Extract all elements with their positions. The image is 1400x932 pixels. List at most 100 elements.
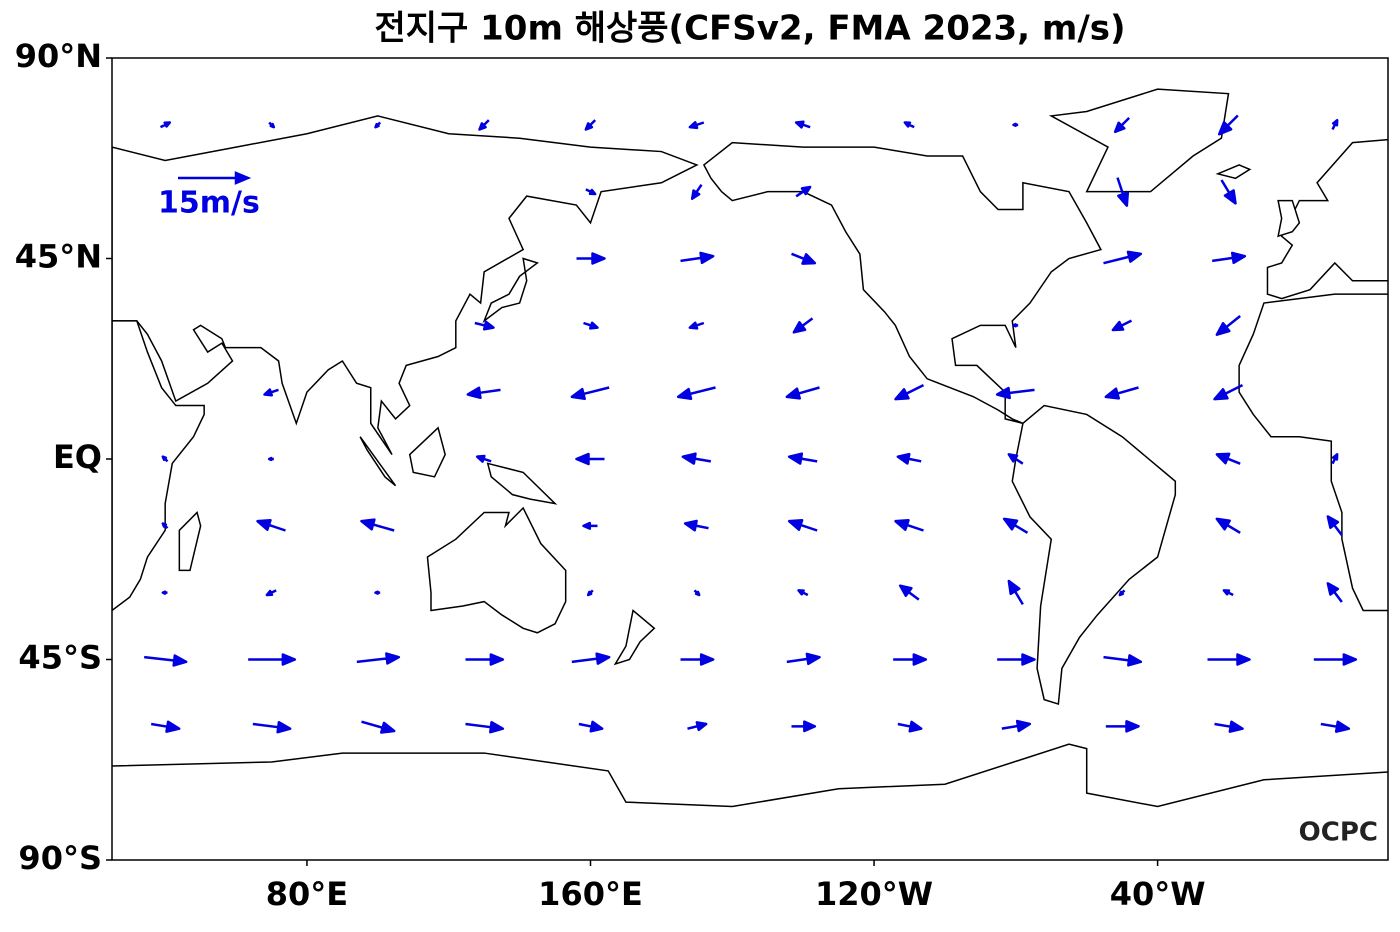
wind-arrow xyxy=(465,720,505,734)
wind-arrow xyxy=(995,386,1035,400)
wind-arrow xyxy=(894,384,925,401)
wind-arrow xyxy=(1331,118,1339,131)
wind-arrow xyxy=(690,183,703,200)
wind-arrow xyxy=(1331,453,1339,465)
wind-arrow xyxy=(1326,582,1343,603)
wind-arrow xyxy=(265,589,277,597)
wind-arrow xyxy=(894,518,924,532)
wind-arrow xyxy=(903,121,915,129)
new-guinea xyxy=(488,463,555,503)
wind-arrow xyxy=(1116,177,1130,207)
wind-arrow xyxy=(786,652,821,666)
wind-arrow xyxy=(1313,653,1358,666)
wind-arrow xyxy=(356,652,401,665)
wind-arrow xyxy=(997,653,1036,666)
wind-arrow xyxy=(474,320,495,331)
wind-arrow xyxy=(575,452,605,466)
wind-arrow xyxy=(252,720,292,734)
wind-arrow xyxy=(1215,452,1241,465)
madagascar xyxy=(179,512,200,570)
wind-arrow xyxy=(1215,315,1241,336)
reference-label: 15m/s xyxy=(158,186,260,221)
wind-arrow xyxy=(361,720,396,734)
x-tick-label: 120°W xyxy=(815,875,933,913)
wind-arrow xyxy=(1213,384,1244,401)
wind-arrow xyxy=(578,720,604,733)
greenland xyxy=(1051,89,1228,191)
wind-arrow xyxy=(248,653,297,666)
wind-arrow xyxy=(1103,654,1143,667)
wind-arrow xyxy=(465,653,505,666)
wind-arrows xyxy=(144,114,1358,734)
wind-arrow xyxy=(1012,122,1019,128)
wind-arrow xyxy=(1220,179,1237,205)
wind-arrow xyxy=(374,590,381,595)
borneo xyxy=(410,428,445,477)
wind-arrow xyxy=(676,386,716,401)
wind-arrow xyxy=(785,386,820,400)
wind-arrow xyxy=(1103,250,1143,265)
wind-arrow xyxy=(1222,589,1234,597)
wind-arrow xyxy=(898,584,920,601)
wind-arrow xyxy=(478,119,490,131)
wind-arrow xyxy=(683,519,709,532)
wind-arrow xyxy=(571,652,611,665)
wind-arrow xyxy=(688,321,705,330)
wind-arrow xyxy=(1326,515,1343,536)
y-tick-label: 90°S xyxy=(18,839,102,877)
x-tick-label: 80°E xyxy=(266,875,348,913)
australia xyxy=(427,508,565,633)
south-america xyxy=(1012,406,1175,705)
y-tick-label: EQ xyxy=(53,438,102,476)
wind-arrow xyxy=(475,454,492,463)
wind-arrow xyxy=(1217,114,1239,136)
britain xyxy=(1278,201,1299,237)
wind-arrow xyxy=(797,589,809,597)
wind-arrow xyxy=(1001,719,1032,733)
wind-arrow xyxy=(1105,720,1140,733)
wind-arrow xyxy=(787,452,818,465)
wind-arrow xyxy=(150,720,181,733)
iceland xyxy=(1218,165,1250,178)
wind-arrow xyxy=(791,252,817,265)
coastlines xyxy=(112,89,1388,860)
japan xyxy=(484,258,537,320)
wind-arrow xyxy=(687,721,708,732)
wind-arrow xyxy=(893,653,928,666)
wind-arrow xyxy=(263,388,279,397)
wind-arrow xyxy=(360,518,395,532)
x-tick-label: 40°W xyxy=(1110,875,1206,913)
wind-arrow xyxy=(161,522,169,530)
logo: OCPC xyxy=(1299,818,1378,848)
wind-arrow xyxy=(787,518,818,532)
wind-arrow xyxy=(897,720,923,733)
wind-arrow xyxy=(584,119,597,131)
wind-arrow xyxy=(896,452,922,465)
wind-arrow xyxy=(159,121,172,129)
y-tick-label: 90°N xyxy=(15,37,102,75)
wind-arrow xyxy=(374,121,382,129)
wind-arrow xyxy=(466,386,501,400)
wind-arrow xyxy=(1002,517,1029,534)
africa-west xyxy=(1239,294,1388,610)
wind-arrow xyxy=(1207,653,1251,666)
wind-arrow xyxy=(1215,517,1241,534)
wind-arrow xyxy=(1113,116,1131,134)
x-tick-label: 160°E xyxy=(538,875,643,913)
antarctica xyxy=(112,744,1388,860)
reference-arrow xyxy=(178,171,252,185)
wind-arrow xyxy=(688,121,705,130)
wind-arrow xyxy=(1111,319,1133,332)
wind-arrow xyxy=(795,185,812,198)
wind-arrow xyxy=(1211,251,1247,265)
new-zealand xyxy=(615,610,654,663)
wind-arrow xyxy=(1104,386,1139,400)
wind-arrow xyxy=(582,521,598,530)
map-title: 전지구 10m 해상풍(CFSv2, FMA 2023, m/s) xyxy=(374,9,1125,49)
wind-arrow xyxy=(1012,323,1019,328)
wind-arrow xyxy=(791,720,817,733)
wind-arrow xyxy=(794,120,811,129)
wind-arrow xyxy=(161,455,169,463)
wind-arrow xyxy=(256,518,286,532)
